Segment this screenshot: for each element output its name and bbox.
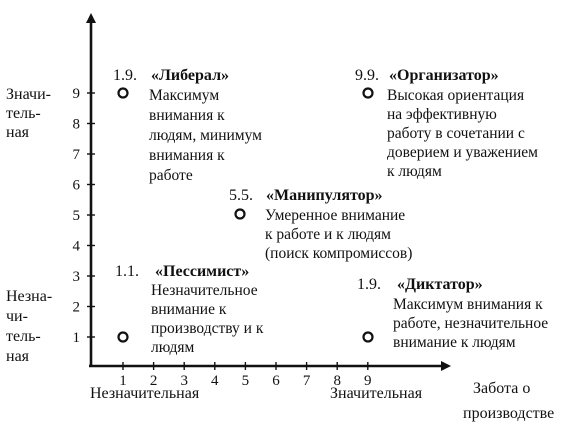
y-tick-label: 4 [73,239,81,255]
description-line: Максимум внимания к [393,296,543,313]
x-axis-title-line: производстве [463,405,554,422]
x-tick-label: 8 [333,373,341,389]
description-line: доверием и уважением [387,144,538,161]
x-high-label: Значительная [330,385,423,402]
x-low-label: Незначительная [90,385,200,402]
description-line: к работе и к людям [265,226,391,243]
x-tick-label: 7 [303,373,311,389]
description-line: производству и к [151,320,264,337]
point-description: Незначительное внимание к производству и… [151,282,267,356]
point-title: «Манипулятор» [266,187,383,204]
point-description: Высокая ориентация на эффективную работу… [387,87,542,180]
y-low-label-line: Незна- [6,288,52,305]
y-low-label: Незна- чи- тель- ная [6,288,56,365]
description-line: Умеренное внимание [265,207,405,224]
data-point [117,331,129,343]
point-group-pessimist: 1.1. «Пессимист» Незначительное внимание… [115,263,267,356]
description-line: людям, минимум [149,127,262,144]
point-description: Умеренное внимание к работе и к людям (п… [265,207,412,262]
y-high-label-line: Значи- [6,86,51,103]
point-group-dictator: 1.9. «Диктатор» Максимум внимания к рабо… [357,276,552,351]
description-line: Максимум [149,87,219,104]
data-point [117,87,129,99]
description-line: внимания к [149,107,225,124]
y-low-label-line: ная [6,348,30,365]
x-tick-label: 2 [150,373,158,389]
x-ticks: 1 2 3 4 5 6 7 8 9 [119,362,372,389]
point-group-organizer: 9.9. «Организатор» Высокая ориентация на… [355,67,542,180]
description-line: людям [151,339,195,356]
point-coord-label: 1.9. [357,276,381,293]
description-line: внимание к [151,301,227,318]
x-tick-label: 4 [211,373,219,389]
y-tick-label: 5 [73,208,81,224]
description-line: (поиск компромиссов) [265,245,412,262]
point-title: «Пессимист» [155,263,249,280]
y-ticks: 1 2 3 4 5 6 7 8 9 [73,86,95,346]
point-description: Максимум внимания к людям, минимум внима… [149,87,266,184]
point-group-liberal: 1.9. «Либерал» Максимум внимания к людям… [113,67,266,184]
x-tick-label: 6 [272,373,280,389]
x-axis-title-line: Забота о [473,380,530,397]
description-line: Высокая ориентация [387,87,524,104]
y-tick-label: 1 [73,330,81,346]
y-low-label-line: тель- [6,328,41,345]
description-line: внимание к людям [393,334,516,351]
data-point [234,208,246,220]
point-title: «Организатор» [389,67,499,84]
y-tick-label: 7 [73,147,81,163]
data-point [362,331,374,343]
point-coord-label: 1.1. [115,263,139,280]
x-tick-label: 3 [180,373,188,389]
point-coord-label: 9.9. [355,67,379,84]
y-tick-label: 8 [73,117,81,133]
y-tick-label: 9 [73,86,81,102]
y-tick-label: 6 [73,178,81,194]
y-high-label-line: ная [6,124,30,141]
point-title: «Либерал» [151,67,229,84]
description-line: работе [149,167,193,184]
data-point [362,87,374,99]
point-coord-label: 5.5. [229,187,253,204]
description-line: к людям [387,163,442,180]
point-description: Максимум внимания к работе, незначительн… [393,296,552,351]
x-tick-label: 1 [119,373,127,389]
point-title: «Диктатор» [397,276,483,293]
description-line: на эффективную [387,106,497,123]
y-tick-label: 3 [73,269,81,285]
description-line: работу в сочетании с [387,125,525,142]
description-line: внимания к [149,147,225,164]
point-group-manipulator: 5.5. «Манипулятор» Умеренное внимание к … [229,187,412,262]
x-tick-label: 5 [242,373,250,389]
description-line: работе, незначительное [393,315,548,332]
y-high-label-line: тель- [6,105,41,122]
y-tick-label: 2 [73,300,81,316]
x-tick-label: 9 [364,373,372,389]
description-line: Незначительное [151,282,258,299]
x-axis-title: Забота о производстве [463,380,554,422]
y-low-label-line: чи- [6,308,28,325]
y-high-label: Значи- тель- ная [6,86,55,141]
point-coord-label: 1.9. [113,67,137,84]
